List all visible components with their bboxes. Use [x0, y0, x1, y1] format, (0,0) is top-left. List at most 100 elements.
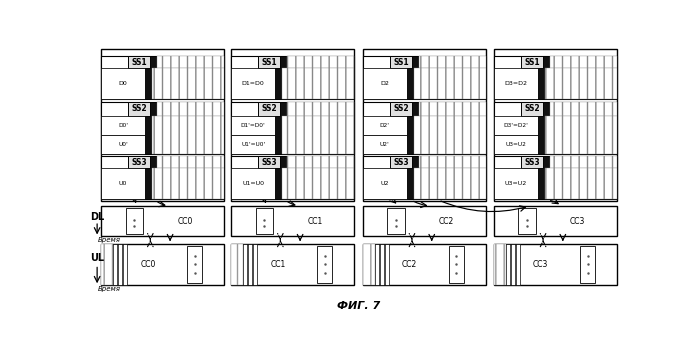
Text: D1'=D0': D1'=D0' — [240, 123, 266, 128]
Bar — [363, 168, 407, 200]
Text: U1'=U0': U1'=U0' — [241, 142, 266, 147]
Bar — [419, 102, 486, 116]
Bar — [101, 68, 145, 100]
Bar — [101, 206, 224, 236]
Bar — [363, 244, 375, 285]
Text: U1=U0: U1=U0 — [242, 181, 264, 186]
Text: D2: D2 — [380, 81, 389, 86]
Text: D0: D0 — [119, 81, 127, 86]
Bar — [390, 56, 412, 68]
Bar — [101, 56, 224, 100]
Text: D3'=D2': D3'=D2' — [503, 123, 528, 128]
Bar — [545, 168, 617, 200]
Bar — [521, 102, 543, 116]
Bar — [363, 56, 486, 100]
Bar — [419, 56, 486, 68]
Bar — [449, 246, 464, 283]
Text: SS1: SS1 — [261, 58, 277, 67]
Bar — [282, 116, 354, 154]
Bar — [187, 246, 202, 283]
Bar — [231, 244, 243, 285]
Text: U3=U2: U3=U2 — [505, 181, 527, 186]
Bar — [258, 102, 280, 116]
Bar — [287, 56, 354, 68]
Bar — [385, 244, 389, 285]
Bar — [275, 168, 282, 200]
Bar — [407, 116, 414, 154]
Bar — [145, 116, 152, 154]
Bar — [317, 246, 332, 283]
Text: CC1: CC1 — [271, 260, 285, 269]
Bar — [375, 244, 379, 285]
Bar — [145, 68, 152, 100]
Text: CC0: CC0 — [140, 260, 156, 269]
Bar — [363, 116, 407, 135]
Bar — [101, 168, 145, 200]
Bar — [101, 244, 224, 285]
Bar — [543, 56, 550, 68]
Bar — [157, 102, 224, 116]
Bar — [538, 68, 545, 100]
Bar — [231, 116, 275, 135]
Bar — [493, 156, 617, 200]
Bar — [231, 135, 275, 154]
Bar — [280, 156, 287, 168]
Bar — [231, 244, 354, 285]
Bar — [419, 156, 486, 168]
Bar — [123, 244, 127, 285]
Bar — [543, 102, 550, 116]
Bar — [493, 102, 617, 154]
Bar — [128, 56, 150, 68]
Bar — [275, 68, 282, 100]
Bar — [412, 156, 419, 168]
Bar — [231, 49, 354, 201]
Bar — [414, 168, 486, 200]
Bar — [412, 102, 419, 116]
Bar — [414, 116, 486, 154]
Text: SS2: SS2 — [261, 105, 277, 113]
Text: SS3: SS3 — [261, 158, 277, 167]
Text: CC3: CC3 — [570, 216, 585, 226]
Bar — [506, 244, 510, 285]
Bar — [150, 56, 157, 68]
Bar — [231, 168, 275, 200]
Bar — [152, 116, 224, 154]
Bar — [550, 156, 617, 168]
Text: SS1: SS1 — [131, 58, 147, 67]
Bar — [231, 56, 354, 100]
Text: SS3: SS3 — [393, 158, 409, 167]
Bar — [521, 156, 543, 168]
Text: U0': U0' — [118, 142, 128, 147]
Bar — [493, 244, 617, 285]
Bar — [380, 244, 384, 285]
Text: CC2: CC2 — [439, 216, 454, 226]
Bar — [282, 168, 354, 200]
Text: U2: U2 — [380, 181, 389, 186]
Bar — [493, 49, 617, 201]
Bar — [231, 102, 354, 154]
Bar — [545, 68, 617, 100]
Text: SS3: SS3 — [131, 158, 147, 167]
Text: SS1: SS1 — [524, 58, 540, 67]
Text: CC2: CC2 — [402, 260, 417, 269]
Bar — [363, 49, 486, 201]
Bar — [280, 102, 287, 116]
Bar — [521, 56, 543, 68]
Bar — [493, 168, 538, 200]
Text: SS3: SS3 — [524, 158, 540, 167]
Bar — [101, 102, 224, 154]
Bar — [150, 156, 157, 168]
Text: D1=D0: D1=D0 — [242, 81, 264, 86]
Bar — [275, 116, 282, 154]
Text: D2': D2' — [380, 123, 390, 128]
Text: SS1: SS1 — [393, 58, 409, 67]
Bar — [150, 102, 157, 116]
Bar — [493, 244, 506, 285]
Text: U0: U0 — [119, 181, 127, 186]
Bar — [101, 49, 224, 201]
Bar — [543, 156, 550, 168]
Text: SS2: SS2 — [524, 105, 540, 113]
Text: Время: Время — [98, 237, 121, 243]
Bar — [101, 244, 113, 285]
Bar — [152, 168, 224, 200]
